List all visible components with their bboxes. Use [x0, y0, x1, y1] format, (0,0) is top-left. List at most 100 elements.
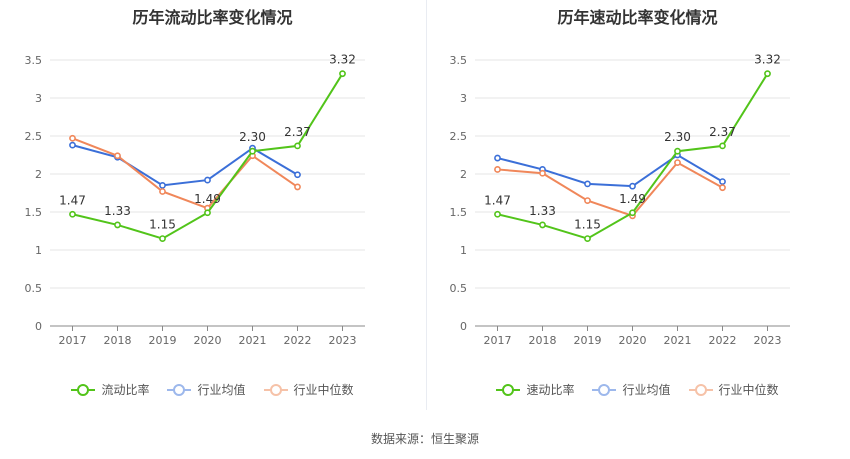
y-tick-label: 1.5 — [450, 206, 468, 219]
series-line — [72, 144, 299, 187]
y-tick-label: 1 — [35, 244, 42, 257]
legend-item-quick-ratio[interactable]: 速动比率 — [496, 381, 574, 398]
data-label: 1.49 — [194, 192, 221, 206]
data-point — [159, 181, 166, 189]
data-point — [114, 221, 121, 229]
legend-marker-icon — [496, 383, 521, 397]
data-point — [584, 197, 591, 204]
series-line — [497, 161, 723, 217]
series-line — [497, 153, 724, 188]
data-label: 2.30 — [239, 130, 266, 144]
legend-label: 行业中位数 — [293, 383, 354, 397]
y-tick-label: 3 — [460, 92, 467, 105]
y-tick-label: 1.5 — [25, 206, 43, 219]
data-source-note: 数据来源：恒生聚源 — [370, 432, 479, 446]
x-tick-label: 2017 — [59, 334, 87, 347]
data-point — [159, 188, 166, 195]
x-tick-label: 2019 — [574, 334, 602, 347]
legend-marker-icon — [167, 383, 192, 397]
data-point — [159, 235, 166, 242]
x-tick-label: 2023 — [329, 334, 357, 347]
data-point — [339, 70, 346, 78]
data-point — [114, 152, 121, 160]
data-label: 1.49 — [619, 192, 646, 206]
y-tick-label: 2.5 — [25, 130, 43, 143]
legend-item-industry-mean[interactable]: 行业均值 — [167, 381, 246, 398]
y-tick-label: 0.5 — [450, 282, 468, 295]
legend-label: 行业中位数 — [718, 383, 779, 397]
legend-marker-icon — [688, 383, 713, 397]
y-tick-label: 2 — [460, 168, 467, 181]
data-point — [764, 70, 771, 78]
data-point — [539, 221, 546, 229]
current-ratio-line-chart: 0 0.5 1 1.5 2 2.5 3 3.5 2017 2018 2019 2020 2021 2022… — [25, 53, 365, 347]
x-tick-label: 2021 — [664, 334, 692, 347]
data-label: 1.33 — [529, 204, 556, 218]
legend-marker-icon — [71, 383, 96, 397]
data-point — [719, 178, 726, 185]
legend-current-ratio: 流动比率 行业均值 行业中位数 — [0, 381, 425, 398]
data-point — [204, 209, 211, 217]
chart-title-quick-ratio: 历年速动比率变化情况 — [557, 8, 718, 27]
data-label: 1.15 — [574, 218, 601, 232]
series-line — [72, 137, 299, 210]
data-point — [294, 142, 301, 150]
legend-label: 行业均值 — [197, 383, 246, 397]
data-label: 2.37 — [709, 125, 736, 139]
data-label: 3.32 — [329, 53, 356, 67]
y-tick-label: 2.5 — [450, 130, 468, 143]
y-tick-label: 0.5 — [25, 282, 43, 295]
legend-item-industry-mean[interactable]: 行业均值 — [592, 381, 671, 398]
quick-ratio-line-chart: 0 0.5 1 1.5 2 2.5 3 3.5 2017 2018 2019 2020 2021 2022… — [450, 53, 790, 347]
panel-divider — [426, 0, 427, 410]
data-point — [674, 147, 681, 155]
x-tick-label: 2018 — [104, 334, 132, 347]
data-label: 1.15 — [149, 218, 176, 232]
x-tick-label: 2020 — [194, 334, 222, 347]
data-point — [629, 182, 636, 190]
legend-marker-icon — [592, 383, 617, 397]
data-point — [69, 134, 76, 142]
x-tick-label: 2019 — [149, 334, 177, 347]
data-point — [69, 141, 76, 149]
data-point — [719, 184, 726, 192]
data-label: 2.37 — [284, 125, 311, 139]
data-label: 3.32 — [754, 53, 781, 67]
data-point — [494, 210, 501, 218]
data-point — [249, 147, 256, 155]
legend-item-current-ratio[interactable]: 流动比率 — [71, 381, 149, 398]
x-tick-label: 2023 — [754, 334, 782, 347]
left-chart-panel: 历年流动比率变化情况 0 0.5 1 1.5 2 2.5 3 3.5 2017 2018 2019 2… — [0, 0, 425, 420]
legend-label: 行业均值 — [622, 383, 671, 397]
data-label: 1.33 — [104, 204, 131, 218]
legend-quick-ratio: 速动比率 行业均值 行业中位数 — [425, 381, 850, 398]
data-label: 2.30 — [664, 130, 691, 144]
data-point — [719, 142, 726, 150]
data-point — [674, 159, 681, 166]
x-tick-label: 2022 — [284, 334, 312, 347]
data-point — [584, 235, 591, 242]
data-label: 1.47 — [59, 193, 86, 207]
y-tick-label: 3.5 — [25, 54, 43, 67]
data-point — [584, 180, 591, 188]
data-point — [294, 183, 301, 191]
data-point — [629, 209, 636, 217]
legend-label: 流动比率 — [101, 383, 150, 397]
y-tick-label: 0 — [460, 320, 467, 333]
x-tick-label: 2022 — [709, 334, 737, 347]
right-chart-panel: 历年速动比率变化情况 0 0.5 1 1.5 2 2.5 3 3.5 2017 2018 2019 2… — [425, 0, 850, 420]
data-label: 1.47 — [484, 193, 511, 207]
x-tick-label: 2018 — [529, 334, 557, 347]
legend-item-industry-median[interactable]: 行业中位数 — [263, 381, 354, 398]
legend-item-industry-median[interactable]: 行业中位数 — [688, 381, 779, 398]
x-tick-label: 2021 — [239, 334, 267, 347]
y-tick-label: 0 — [35, 320, 42, 333]
data-point — [494, 166, 501, 173]
chart-title-current-ratio: 历年流动比率变化情况 — [132, 8, 293, 27]
data-point — [204, 176, 211, 184]
legend-label: 速动比率 — [526, 383, 575, 397]
legend-marker-icon — [263, 383, 288, 397]
data-point — [494, 154, 501, 162]
data-point — [539, 169, 546, 177]
data-point — [69, 210, 76, 218]
